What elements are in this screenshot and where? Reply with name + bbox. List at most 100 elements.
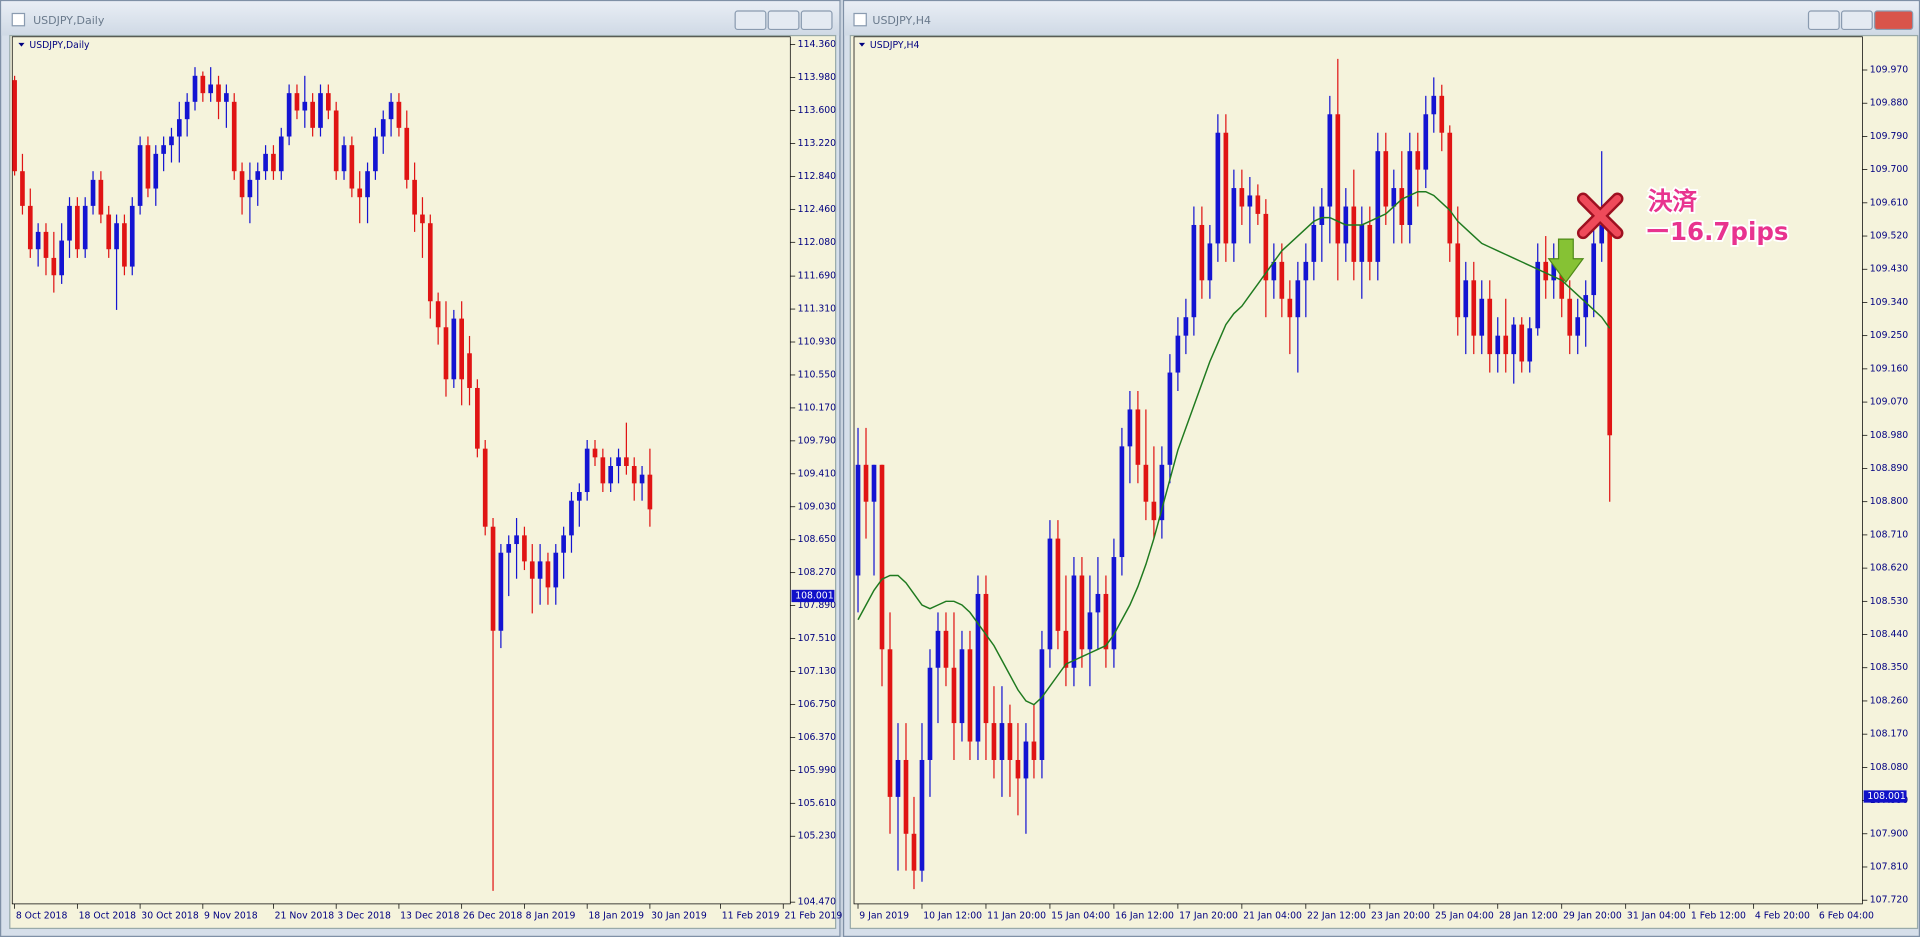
candle-body <box>863 464 869 502</box>
minimize-button[interactable] <box>734 10 767 31</box>
chart-label: USDJPY,Daily <box>29 40 90 51</box>
candle-body <box>51 257 57 276</box>
candle-body <box>1159 464 1165 521</box>
annotation: 決済 <box>1648 186 1697 215</box>
candle-body <box>1175 335 1181 373</box>
candle-body <box>569 500 574 536</box>
candle-body <box>490 526 496 631</box>
candle-body <box>1503 335 1509 355</box>
candle-body <box>1415 151 1421 170</box>
x-tick-label: 11 Feb 2019 <box>722 911 780 922</box>
x-tick-label: 21 Jan 04:00 <box>1243 911 1302 922</box>
y-tick-label: 109.970 <box>1870 64 1909 75</box>
candle-body <box>1567 298 1573 336</box>
candle-body <box>153 153 159 189</box>
candle-body <box>1231 188 1237 244</box>
candle-body <box>1511 324 1517 355</box>
candle-body <box>1319 206 1325 225</box>
maximize-button[interactable] <box>767 10 800 31</box>
y-tick-label: 114.360 <box>798 39 837 50</box>
y-tick-label: 107.720 <box>1870 895 1909 906</box>
window-icon <box>853 12 867 27</box>
candle-body <box>1135 409 1141 465</box>
candle-body <box>592 448 598 458</box>
plot-frame <box>11 36 791 905</box>
maximize-button[interactable] <box>1840 10 1873 31</box>
candle-body <box>1407 151 1413 225</box>
candle-body <box>349 145 355 189</box>
candle-body <box>1287 298 1293 318</box>
candle-body <box>975 593 981 742</box>
x-tick-label: 6 Feb 04:00 <box>1819 911 1874 922</box>
candle-body <box>903 759 909 834</box>
x-tick-label: 17 Jan 20:00 <box>1179 911 1238 922</box>
candle-body <box>561 535 566 553</box>
window-buttons <box>1807 10 1914 31</box>
candle-body <box>365 171 370 198</box>
y-tick-label: 108.170 <box>1870 729 1909 740</box>
y-tick-label: 106.750 <box>798 699 837 710</box>
x-tick-label: 30 Oct 2018 <box>141 911 199 922</box>
close-button[interactable] <box>800 10 833 31</box>
x-tick-label: 8 Oct 2018 <box>16 911 68 922</box>
title-bar <box>844 1 1919 36</box>
y-tick-label: 108.440 <box>1870 629 1909 640</box>
window-title: USDJPY,Daily <box>33 14 105 27</box>
candle-body <box>1071 575 1077 668</box>
candle-body <box>1447 132 1453 244</box>
candle-body <box>1079 575 1085 650</box>
candle-body <box>443 327 449 380</box>
candle-body <box>999 723 1005 760</box>
candle-body <box>255 171 261 180</box>
candle-body <box>169 136 174 146</box>
candle-body <box>145 145 151 189</box>
candle-body <box>333 110 339 172</box>
candle-body <box>326 93 331 111</box>
x-tick-label: 26 Dec 2018 <box>463 911 522 922</box>
candle-body <box>404 127 410 180</box>
candle-body <box>1519 324 1525 362</box>
x-tick-label: 21 Nov 2018 <box>275 911 335 922</box>
x-tick-label: 31 Jan 04:00 <box>1627 911 1686 922</box>
current-price-label: 108.001 <box>795 590 834 601</box>
candle-body <box>161 145 166 154</box>
candle-body <box>983 593 989 724</box>
candle-body <box>584 448 590 493</box>
close-button[interactable] <box>1874 10 1914 31</box>
candle-body <box>616 457 621 467</box>
candle-body <box>1295 280 1301 318</box>
candle-body <box>624 457 629 467</box>
candle-body <box>1143 464 1149 502</box>
x-tick-label: 18 Oct 2018 <box>79 911 137 922</box>
candle-body <box>208 84 214 94</box>
y-tick-label: 108.350 <box>1870 662 1909 673</box>
minimize-button[interactable] <box>1807 10 1840 31</box>
title-bar <box>1 1 840 36</box>
candle-body <box>1047 538 1053 650</box>
y-tick-label: 111.690 <box>798 271 837 282</box>
candle-body <box>59 240 64 276</box>
y-tick-label: 109.790 <box>798 435 837 446</box>
candle-body <box>1167 372 1173 465</box>
x-tick-label: 23 Jan 20:00 <box>1371 911 1430 922</box>
moving-average <box>857 191 1611 706</box>
candle-body <box>919 759 925 871</box>
y-tick-label: 105.610 <box>798 798 837 809</box>
candle-body <box>482 448 488 527</box>
x-tick-label: 8 Jan 2019 <box>526 911 576 922</box>
candle-body <box>420 214 425 224</box>
annotation: ー16.7pips <box>1646 217 1789 246</box>
y-tick-label: 108.530 <box>1870 596 1909 607</box>
candle-body <box>176 119 182 137</box>
candle-body <box>1039 649 1045 760</box>
candle-body <box>1471 280 1477 336</box>
y-tick-label: 113.220 <box>798 138 837 149</box>
candle-body <box>310 101 315 128</box>
candle-body <box>608 466 614 484</box>
candle-body <box>27 205 33 250</box>
y-tick-label: 109.880 <box>1870 98 1909 109</box>
candle-body <box>1351 206 1357 262</box>
candle-body <box>75 205 80 250</box>
candle-body <box>887 649 893 797</box>
